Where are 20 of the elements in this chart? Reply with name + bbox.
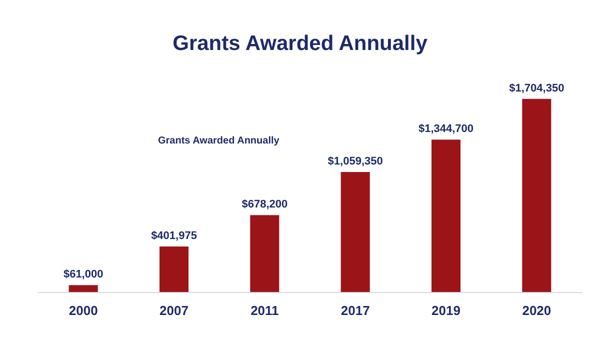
x-tick-label: 2000 <box>68 303 98 318</box>
bar <box>250 215 280 292</box>
data-label: $1,344,700 <box>418 123 474 136</box>
chart-title: Grants Awarded Annually <box>172 32 428 55</box>
bar <box>68 285 98 292</box>
data-label: $678,200 <box>242 198 288 211</box>
bar <box>522 98 552 292</box>
bar <box>340 172 370 292</box>
data-label: $61,000 <box>63 268 104 281</box>
bar <box>159 246 189 292</box>
x-tick-label: 2020 <box>522 303 552 318</box>
data-label: $401,975 <box>151 230 197 242</box>
bar <box>431 140 461 292</box>
x-tick-label: 2017 <box>340 303 370 318</box>
data-label: $1,059,350 <box>328 155 383 168</box>
data-label: $1,704,350 <box>509 82 564 94</box>
x-tick-label: 2011 <box>250 303 279 318</box>
x-tick-label: 2019 <box>432 303 460 318</box>
x-tick-label: 2007 <box>160 303 188 318</box>
annotation: Grants Awarded Annually <box>158 136 280 146</box>
